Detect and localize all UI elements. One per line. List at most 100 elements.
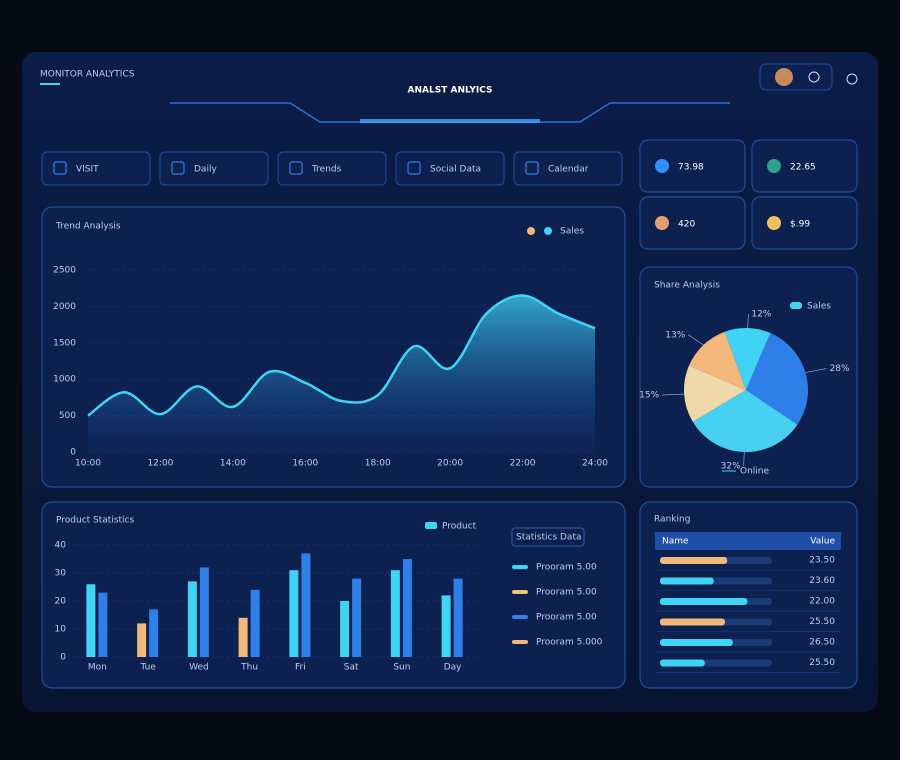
value-label: 25.50	[809, 658, 835, 668]
bar	[289, 570, 299, 657]
chart-title: Ranking	[654, 515, 690, 525]
pie-slice	[724, 328, 771, 390]
leader	[743, 451, 745, 466]
title: ANALST ANLYICS	[408, 86, 493, 96]
y-tick-label: 10	[55, 625, 67, 635]
stat-value: 73.98	[678, 163, 704, 173]
bar	[402, 559, 412, 657]
bar	[301, 553, 311, 657]
tab[interactable]	[159, 151, 269, 186]
icon[interactable]	[846, 73, 858, 85]
avatar[interactable]	[775, 68, 793, 86]
legend-label: Product	[442, 522, 477, 532]
tab-label[interactable]: Daily	[194, 165, 217, 175]
bar	[340, 601, 350, 657]
pie-slice	[689, 331, 746, 390]
x-tick-label: Sun	[393, 663, 410, 673]
x-tick-label: Wed	[189, 663, 209, 673]
tab-icon[interactable]	[525, 161, 539, 175]
leader	[662, 393, 685, 396]
tab-label[interactable]: Trends	[311, 165, 342, 175]
bar	[199, 567, 209, 657]
user-box[interactable]	[759, 63, 833, 91]
tab-label[interactable]: Calendar	[548, 165, 589, 175]
y-tick-label: 1500	[53, 338, 76, 348]
value-label: 13%	[665, 330, 685, 340]
line	[87, 294, 596, 417]
y-tick-label: 20	[55, 597, 67, 607]
value-label: 23.60	[809, 576, 835, 586]
x-tick-label: 14:00	[220, 459, 246, 469]
bar	[137, 623, 147, 657]
y-tick-label: 30	[55, 569, 67, 579]
tab-icon[interactable]	[53, 161, 67, 175]
tab-icon[interactable]	[407, 161, 421, 175]
value-label: 15%	[639, 391, 659, 401]
x-tick-label: 10:00	[75, 459, 101, 469]
tab-icon[interactable]	[171, 161, 185, 175]
y-tick-label: 0	[70, 448, 76, 458]
tab[interactable]	[41, 151, 151, 186]
tab-icon[interactable]	[289, 161, 303, 175]
side-label: Prooram 5.00	[536, 563, 597, 573]
chart-title: Product Statistics	[56, 516, 134, 526]
progress-bar	[660, 618, 725, 626]
tab-label[interactable]: VISIT	[76, 165, 99, 175]
legend-swatch	[425, 522, 437, 529]
x-tick-label: Fri	[295, 663, 306, 673]
x-tick-label: 22:00	[510, 459, 536, 469]
value-label: 26.50	[809, 638, 835, 648]
legend-swatch	[790, 302, 802, 309]
header-cell: Name	[662, 537, 689, 547]
x-tick-label: Thu	[240, 663, 258, 673]
y-tick-label: 500	[59, 411, 76, 421]
tab-label[interactable]: Social Data	[430, 165, 481, 175]
icon[interactable]	[808, 71, 820, 83]
bar	[352, 578, 362, 657]
x-tick-label: 16:00	[292, 459, 318, 469]
bar	[187, 581, 197, 657]
value-label: 28%	[830, 364, 850, 374]
stat-icon	[655, 159, 669, 173]
tab[interactable]	[513, 151, 623, 186]
legend-label: Sales	[807, 302, 831, 312]
table-header	[655, 532, 841, 550]
leader	[688, 334, 704, 346]
bar	[441, 595, 451, 657]
caption: Online	[740, 467, 769, 477]
y-tick-label: 2000	[53, 302, 76, 312]
subtitle: MONITOR ANALYTICS	[40, 70, 135, 80]
tab[interactable]	[395, 151, 505, 186]
side-swatch	[512, 565, 528, 569]
x-tick-label: 24:00	[582, 459, 608, 469]
accent	[40, 83, 60, 85]
progress-bar	[660, 639, 733, 646]
x-tick-label: 18:00	[365, 459, 391, 469]
side-label: Prooram 5.00	[536, 588, 597, 598]
header-cell: Value	[810, 537, 835, 547]
progress-bar	[660, 557, 728, 564]
bar	[250, 589, 260, 657]
stat-card	[751, 196, 858, 250]
pie-slice	[746, 333, 808, 425]
y-tick-label: 2500	[53, 266, 76, 276]
progress-bar	[660, 598, 748, 605]
value-label: 32%	[721, 461, 741, 471]
stat-card	[751, 139, 858, 193]
tab[interactable]	[277, 151, 387, 186]
value-label: 23.50	[809, 556, 835, 566]
value-label: 25.50	[809, 617, 835, 627]
side-title: Statistics Data	[516, 533, 582, 543]
side-title-box	[511, 527, 585, 547]
side-swatch	[512, 640, 528, 644]
stat-icon	[655, 216, 669, 230]
stat-icon	[767, 159, 781, 173]
pie-slice	[692, 390, 798, 452]
side-label: Prooram 5.000	[536, 638, 603, 648]
chart-title: Share Analysis	[654, 281, 720, 291]
stat-value: $.99	[790, 220, 810, 230]
stat-icon	[767, 216, 781, 230]
x-tick-label: Day	[444, 663, 462, 673]
